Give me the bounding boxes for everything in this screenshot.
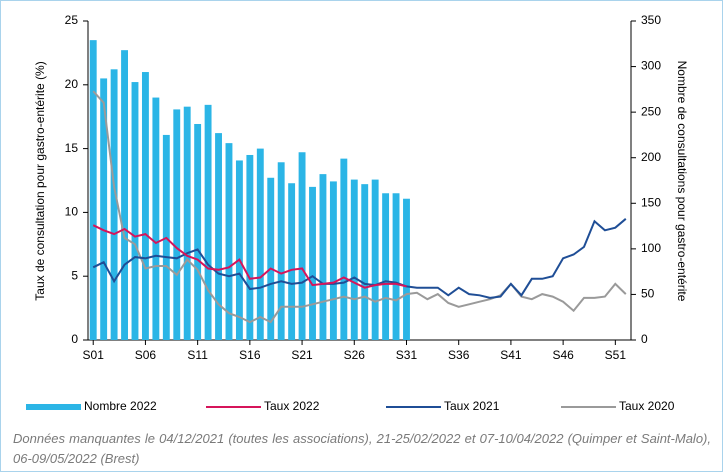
bar bbox=[89, 40, 97, 340]
bar bbox=[225, 143, 233, 340]
legend-label: Nombre 2022 bbox=[84, 399, 157, 413]
bar bbox=[246, 154, 254, 340]
bar bbox=[340, 158, 348, 340]
y-tick-label: 10 bbox=[65, 205, 79, 219]
bar bbox=[152, 97, 160, 340]
footnote: Données manquantes le 04/12/2021 (toutes… bbox=[13, 431, 711, 466]
y2-axis-label: Nombre de consultations pour gastro-enté… bbox=[675, 61, 689, 302]
line-series bbox=[92, 224, 407, 289]
legend-swatch bbox=[26, 404, 81, 410]
line-series bbox=[92, 90, 627, 324]
line-series bbox=[92, 218, 627, 299]
x-tick-label: S51 bbox=[605, 348, 627, 362]
y2-tick-label: 150 bbox=[641, 195, 661, 209]
bar bbox=[110, 69, 118, 340]
legend-label: Taux 2020 bbox=[619, 399, 675, 413]
y-tick-label: 25 bbox=[65, 13, 79, 27]
bar bbox=[267, 177, 275, 340]
y2-tick-label: 50 bbox=[641, 287, 655, 301]
x-tick-label: S36 bbox=[448, 348, 470, 362]
bar bbox=[298, 152, 306, 340]
bar bbox=[382, 193, 390, 340]
bar bbox=[329, 181, 337, 340]
y-axis-label: Taux de consultation pour gastro-entérit… bbox=[33, 61, 47, 300]
bar bbox=[194, 123, 202, 341]
y-tick-label: 0 bbox=[71, 332, 78, 346]
x-tick-label: S21 bbox=[291, 348, 313, 362]
x-tick-label: S11 bbox=[187, 348, 208, 362]
bar bbox=[100, 78, 108, 341]
bar bbox=[309, 186, 316, 340]
bar bbox=[141, 72, 149, 340]
bar bbox=[121, 50, 128, 341]
x-tick-label: S26 bbox=[344, 348, 366, 362]
bar bbox=[173, 109, 181, 340]
bar bbox=[204, 104, 212, 340]
legend-label: Taux 2021 bbox=[444, 399, 500, 413]
x-tick-label: S41 bbox=[500, 348, 522, 362]
bar bbox=[350, 179, 358, 340]
y-tick-label: 5 bbox=[71, 268, 78, 282]
x-tick-label: S06 bbox=[135, 348, 157, 362]
chart: Taux de consultation pour gastro-entérit… bbox=[26, 13, 689, 413]
bar bbox=[361, 184, 369, 340]
bar bbox=[392, 193, 400, 340]
y2-tick-label: 300 bbox=[641, 59, 661, 73]
y2-tick-label: 250 bbox=[641, 104, 661, 118]
bar bbox=[131, 82, 139, 341]
bar bbox=[235, 160, 243, 340]
bar bbox=[288, 183, 296, 340]
bar bbox=[319, 174, 327, 340]
y2-tick-label: 200 bbox=[641, 150, 661, 164]
x-tick-label: S16 bbox=[239, 348, 261, 362]
bar bbox=[215, 133, 222, 340]
bar bbox=[371, 179, 379, 340]
legend-label: Taux 2022 bbox=[264, 399, 320, 413]
bar bbox=[403, 198, 410, 340]
y-tick-label: 15 bbox=[65, 141, 79, 155]
x-tick-label: S01 bbox=[83, 348, 105, 362]
y-tick-label: 20 bbox=[65, 77, 79, 91]
x-tick-label: S31 bbox=[396, 348, 418, 362]
bar bbox=[277, 162, 285, 340]
x-tick-label: S46 bbox=[552, 348, 574, 362]
y2-tick-label: 350 bbox=[641, 13, 661, 27]
bar bbox=[256, 148, 264, 340]
bar bbox=[183, 106, 191, 340]
y2-tick-label: 0 bbox=[641, 332, 648, 346]
y2-tick-label: 100 bbox=[641, 241, 661, 255]
